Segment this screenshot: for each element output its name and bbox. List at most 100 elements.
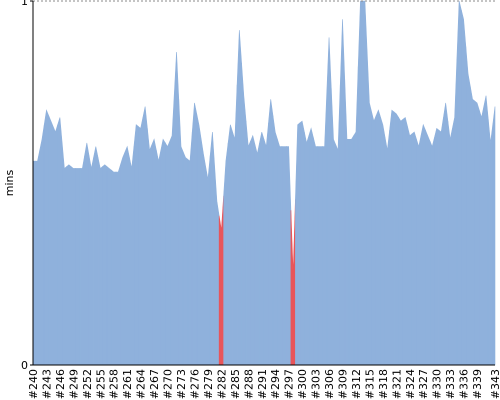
x-tick-label: #330 [431, 369, 444, 399]
area-segment [479, 106, 485, 366]
area-segment [313, 137, 319, 366]
area-segment [470, 86, 476, 366]
area-segment [487, 119, 494, 366]
area-segment [384, 130, 390, 366]
area-segment [173, 51, 180, 366]
area-segment [393, 111, 399, 366]
area-segment [339, 19, 346, 366]
area-segment [232, 84, 238, 366]
x-tick-label: #343 [489, 369, 500, 399]
area-segment [70, 165, 76, 366]
area-segment [335, 84, 341, 366]
area-segment [434, 127, 440, 366]
area-segment [223, 142, 229, 366]
area-segment [151, 138, 157, 366]
area-segment [322, 91, 328, 366]
area-segment [79, 155, 85, 366]
x-tick-label: #303 [310, 369, 323, 399]
area-segment [61, 142, 67, 366]
area-segment [452, 59, 458, 366]
area-segment [34, 150, 41, 366]
x-tick-label: #279 [202, 369, 215, 399]
area-segment [39, 124, 45, 366]
area-segment [411, 131, 417, 366]
area-segment [344, 79, 350, 366]
x-tick-label: #327 [417, 369, 430, 399]
area-segment [138, 117, 144, 366]
area-segment [492, 106, 496, 366]
area-segment [447, 121, 453, 366]
area-segment [236, 30, 242, 366]
area-segment [416, 135, 422, 366]
area-segment [169, 93, 175, 366]
area-segment [142, 106, 148, 366]
area-segment [129, 146, 135, 366]
area-segment [43, 109, 49, 366]
area-segment [178, 99, 184, 366]
area-segment [200, 139, 206, 366]
area-segment [389, 109, 395, 366]
area-segment [402, 116, 408, 366]
area-segment [443, 102, 449, 366]
area-segment [483, 95, 489, 366]
area-segment [465, 46, 471, 366]
area-segment [66, 164, 72, 366]
area-segment [456, 0, 462, 366]
x-tick-label: #243 [40, 369, 53, 399]
area-segment [429, 137, 435, 366]
area-segment [371, 111, 377, 366]
area-segment [348, 134, 355, 366]
area-segment [317, 146, 323, 366]
x-tick-label: #240 [27, 369, 40, 399]
x-tick-label: #282 [215, 369, 228, 399]
area-segment [380, 117, 386, 366]
area-segment [272, 115, 278, 366]
x-tick-label: #252 [81, 369, 94, 399]
area-segment [304, 131, 310, 366]
area-segment [281, 146, 287, 366]
area-segment [474, 100, 480, 366]
x-tick-label: #291 [256, 369, 269, 399]
x-tick-label: #306 [323, 369, 336, 399]
x-tick-label: #246 [54, 369, 67, 399]
area-segment [196, 113, 202, 366]
area-segment [84, 142, 90, 366]
area-segment [277, 139, 283, 366]
area-segment [205, 155, 211, 366]
x-tick-label: #288 [242, 369, 255, 399]
area-segment [156, 150, 162, 366]
area-segment [88, 155, 94, 366]
area-segment [326, 37, 332, 366]
x-tick-label: #321 [390, 369, 403, 399]
area-segment [268, 99, 274, 366]
x-tick-label: #324 [404, 369, 417, 399]
area-segment [57, 117, 63, 366]
x-tick-label: #261 [121, 369, 134, 399]
area-segment [160, 138, 166, 366]
x-tick-label: #339 [471, 369, 484, 399]
area-segment [209, 132, 215, 366]
area-segment [147, 128, 153, 366]
y-axis-label: mins [3, 169, 16, 196]
area-segment [375, 109, 381, 366]
area-segment [75, 168, 81, 366]
area-segment [115, 164, 121, 366]
area-segment [182, 151, 189, 366]
x-tick-label: #264 [135, 369, 148, 399]
x-tick-label: #249 [67, 369, 80, 399]
area-segment [133, 124, 139, 366]
area-segment [263, 122, 269, 366]
area-segment [420, 123, 426, 366]
area-segment [227, 124, 233, 366]
x-tick-label: #312 [350, 369, 363, 399]
area-segment [330, 88, 337, 366]
x-tick-label: #333 [444, 369, 457, 399]
area-segment [308, 127, 314, 366]
area-segment [299, 120, 305, 366]
x-tick-label: #315 [363, 369, 376, 399]
area-segment [398, 116, 404, 366]
area-segment [52, 124, 58, 366]
y-tick-label: 1 [21, 0, 28, 8]
area-segment [214, 166, 220, 366]
